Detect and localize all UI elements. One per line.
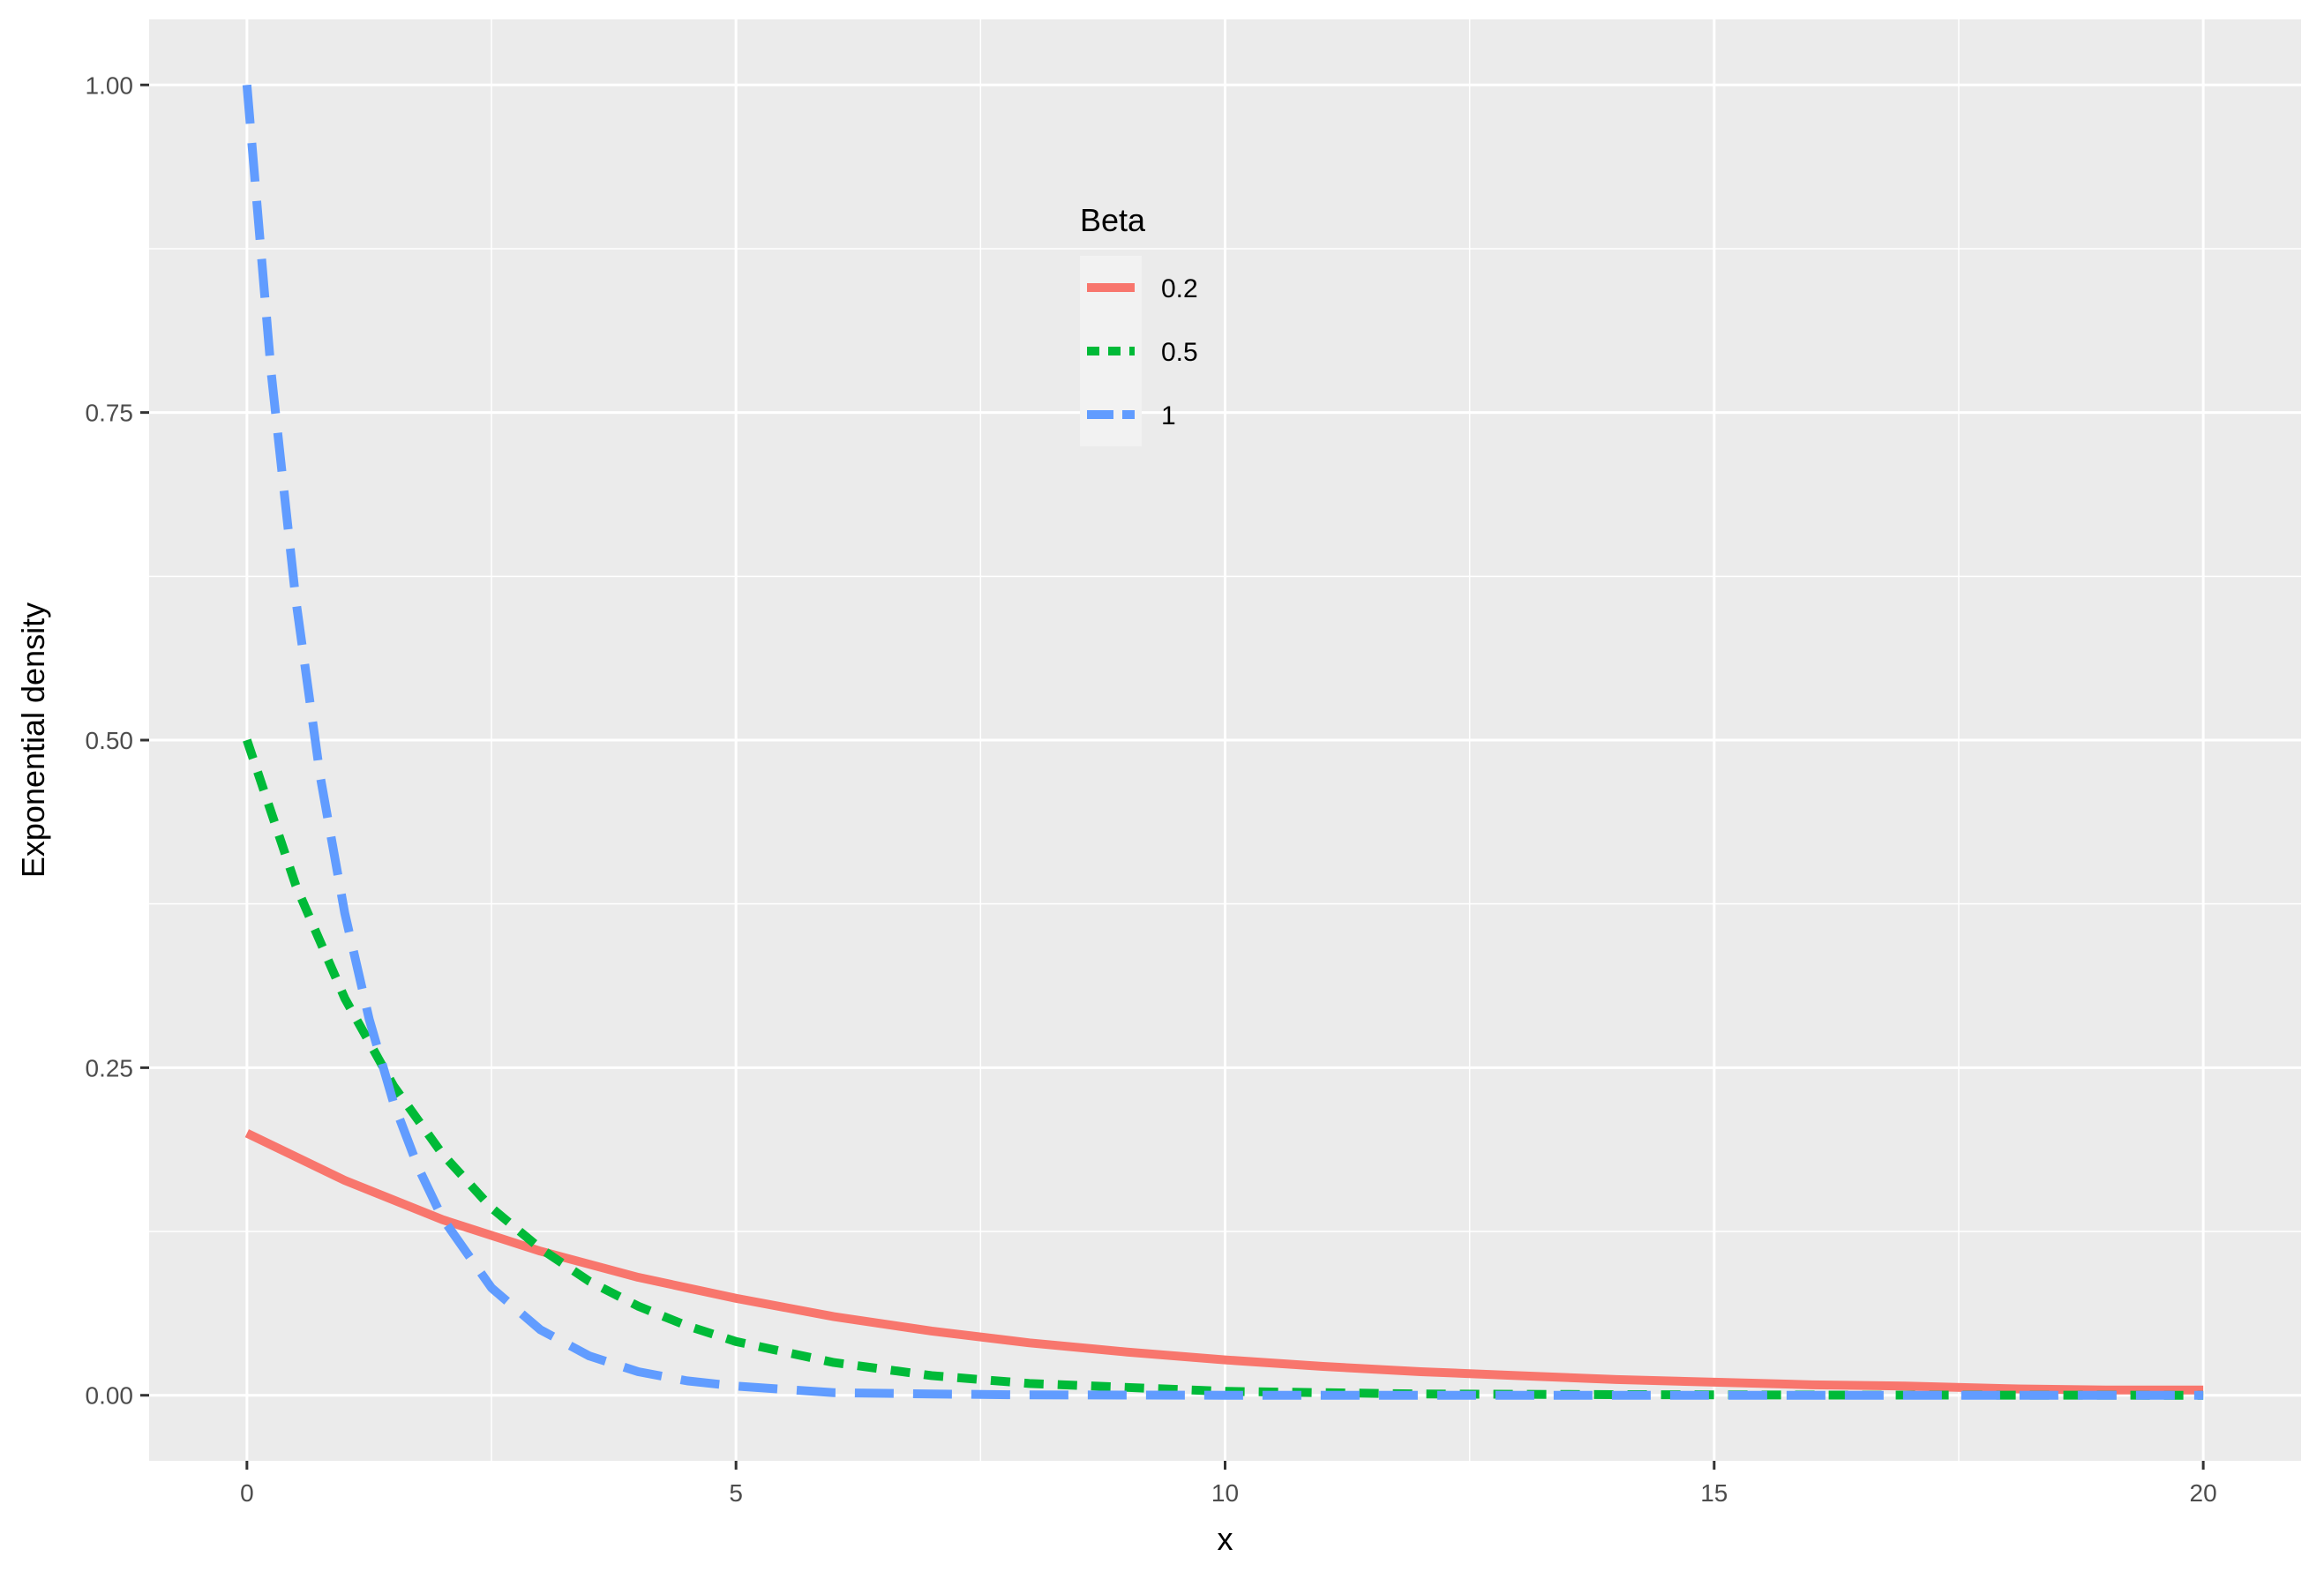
y-tick-label: 0.25 [86,1054,134,1081]
x-tick-label: 10 [1211,1479,1239,1507]
x-tick-label: 5 [729,1479,743,1507]
y-tick-label: 0.00 [86,1382,134,1410]
x-tick-label: 20 [2190,1479,2217,1507]
series-line-0.5 [243,738,2204,1400]
series-lines [242,84,2204,1400]
y-tick-label: 1.00 [86,71,134,99]
x-axis: 0 5 10 15 20 [240,1461,2217,1507]
legend-title: Beta [1080,202,1146,238]
series-line-0.2 [244,1129,2204,1395]
legend: Beta 0.2 0.5 1 [1080,202,1198,446]
legend-label: 0.5 [1161,338,1198,367]
y-tick-label: 0.75 [86,400,134,427]
x-tick-label: 15 [1700,1479,1728,1507]
y-tick-label: 0.50 [86,727,134,754]
x-tick-label: 0 [240,1479,254,1507]
legend-label: 0.2 [1161,274,1198,303]
legend-label: 1 [1161,401,1176,430]
x-axis-title: x [1218,1521,1233,1557]
y-axis-title: Exponential density [15,602,51,878]
y-axis: 0.00 0.25 0.50 0.75 1.00 [86,71,149,1410]
series-line-1 [242,84,2204,1400]
